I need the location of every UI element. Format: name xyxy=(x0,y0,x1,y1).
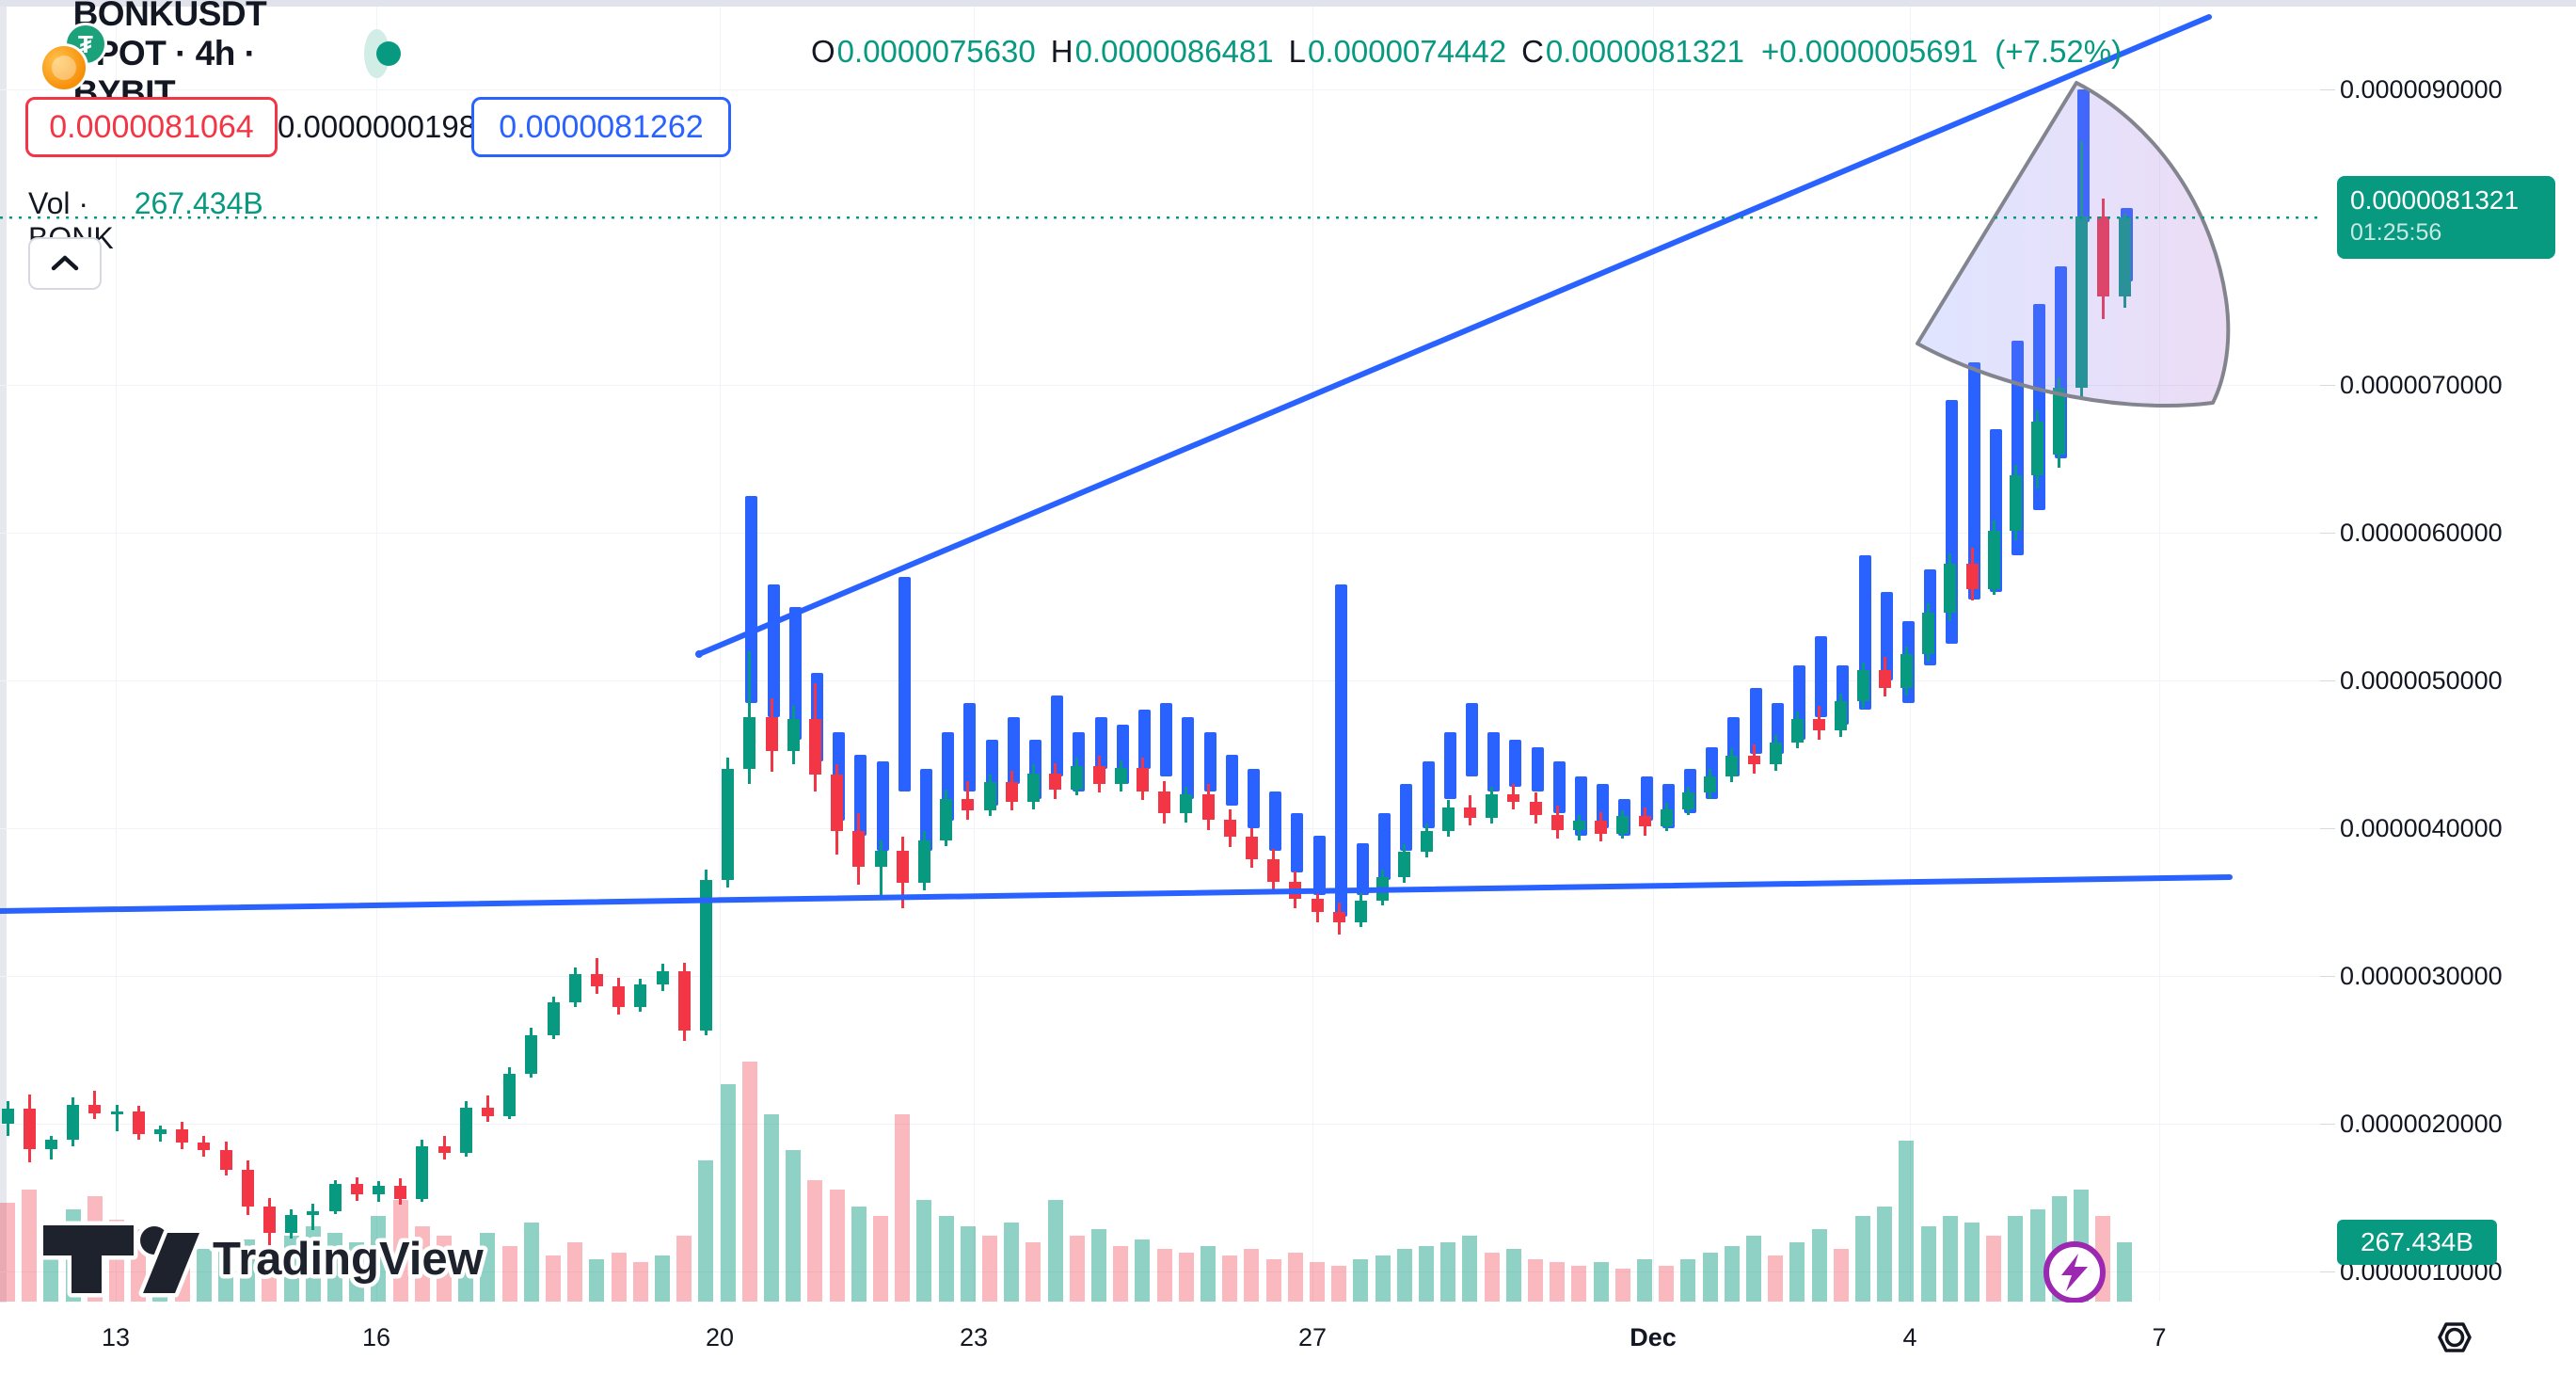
timezone-settings-button[interactable] xyxy=(2425,1310,2484,1365)
sell-price-button[interactable]: 0.0000081064 xyxy=(25,97,278,157)
price-axis[interactable]: 0.0000081321 01:25:56 267.434B 0.0000090… xyxy=(2320,7,2568,1302)
time-axis-label: 4 xyxy=(1902,1323,1917,1351)
high-value: 0.0000086481 xyxy=(1074,34,1274,69)
price-axis-label: 0.0000040000 xyxy=(2340,814,2503,842)
gear-icon xyxy=(2438,1322,2472,1352)
lower-trendline[interactable] xyxy=(0,874,2233,914)
price-axis-label: 0.0000070000 xyxy=(2340,371,2503,399)
candle-countdown-timer: 01:25:56 xyxy=(2350,219,2442,247)
time-axis-label: 27 xyxy=(1297,1323,1328,1351)
close-value: 0.0000081321 xyxy=(1545,34,1744,69)
ohlc-readout: O0.0000075630 H0.0000086481 L0.000007444… xyxy=(811,34,2122,70)
low-label: L xyxy=(1288,34,1306,69)
spread-value: 0.0000000198 xyxy=(278,109,477,144)
open-label: O xyxy=(811,34,835,69)
high-label: H xyxy=(1050,34,1073,69)
open-value: 0.0000075630 xyxy=(836,34,1036,69)
time-axis-label: 13 xyxy=(101,1323,131,1351)
window-left-edge xyxy=(0,0,7,1372)
collapse-legend-button[interactable] xyxy=(28,237,102,290)
trendline-anchor-point[interactable] xyxy=(695,650,703,658)
time-axis[interactable]: 13 16 20 23 27 Dec 4 7 xyxy=(0,1303,2568,1372)
lightning-bolt-icon xyxy=(2061,1254,2088,1291)
price-axis-label: 0.0000020000 xyxy=(2340,1110,2503,1138)
fan-arc-annotation[interactable] xyxy=(1916,81,2231,408)
current-price-value: 0.0000081321 xyxy=(2350,185,2520,216)
change-percent: (+7.52%) xyxy=(1995,34,2123,69)
time-axis-label: 20 xyxy=(705,1323,735,1351)
change-value: +0.0000005691 xyxy=(1760,34,1979,69)
tradingview-logo-text: TradingView xyxy=(213,1234,485,1285)
price-axis-label: 0.0000050000 xyxy=(2340,666,2503,695)
bonk-coin-icon xyxy=(40,43,88,92)
chevron-up-icon xyxy=(51,255,79,271)
buy-price-button[interactable]: 0.0000081262 xyxy=(471,97,731,157)
time-axis-label: 16 xyxy=(361,1323,391,1351)
close-label: C xyxy=(1521,34,1544,69)
time-axis-label: 7 xyxy=(2152,1323,2167,1351)
price-axis-label: 0.0000090000 xyxy=(2340,75,2503,104)
time-axis-label: 23 xyxy=(959,1323,989,1351)
low-value: 0.0000074442 xyxy=(1308,34,1507,69)
time-axis-label: Dec xyxy=(1630,1323,1677,1351)
symbol-title[interactable]: BONKUSDT SPOT · 4h · BYBIT xyxy=(72,0,267,112)
volume-indicator-value: 267.434B xyxy=(134,186,263,220)
upper-trendline[interactable] xyxy=(696,14,2212,657)
tradingview-logo[interactable]: TradingView xyxy=(38,1212,527,1299)
boost-lightning-button[interactable] xyxy=(2043,1241,2106,1303)
current-price-badge: 0.0000081321 01:25:56 xyxy=(2337,176,2555,260)
price-axis-label: 0.0000060000 xyxy=(2340,519,2503,547)
volume-axis-badge: 267.434B xyxy=(2337,1220,2497,1265)
market-status-dot-icon[interactable] xyxy=(363,29,401,78)
price-axis-label: 0.0000030000 xyxy=(2340,962,2503,990)
pair-coin-icon xyxy=(26,21,107,92)
window-top-edge xyxy=(0,0,2576,7)
